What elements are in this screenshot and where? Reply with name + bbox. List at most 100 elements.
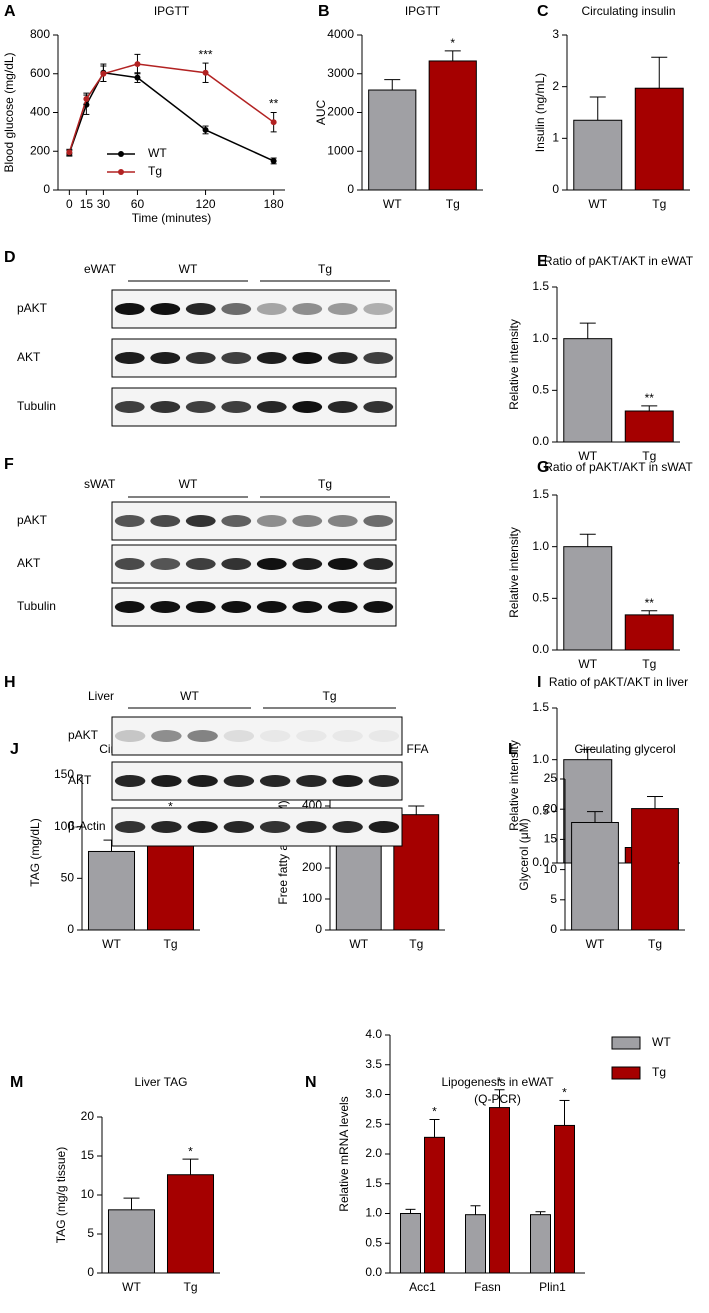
blot-band xyxy=(187,730,218,742)
group-label: WT xyxy=(179,477,198,491)
blot-band xyxy=(327,352,358,364)
row-label: pAKT xyxy=(17,513,48,527)
y-tick-label: 15 xyxy=(544,832,558,846)
y-tick-label: 1.0 xyxy=(532,752,549,766)
blot-band xyxy=(223,821,255,833)
blot-band xyxy=(151,775,182,787)
blot-band xyxy=(259,730,291,742)
y-tick-label: 4000 xyxy=(327,27,354,41)
chart-title: IPGTT xyxy=(154,4,190,18)
blot-band xyxy=(185,601,216,613)
y-tick-label: 100 xyxy=(302,891,322,905)
y-axis-label: Blood glucose (mg/dL) xyxy=(2,52,16,172)
legend-label: WT xyxy=(148,146,167,160)
group-label: WT xyxy=(179,262,198,276)
y-tick-label: 0 xyxy=(67,922,74,936)
bar xyxy=(624,410,674,443)
data-point xyxy=(202,69,209,76)
panel-letter: J xyxy=(10,741,19,758)
x-tick-label: WT xyxy=(578,449,597,463)
blot-band xyxy=(363,601,394,613)
panel-letter: B xyxy=(318,3,330,20)
y-axis-label: AUC xyxy=(314,100,328,126)
row-label: Tubulin xyxy=(17,599,56,613)
x-tick-label: WT xyxy=(588,197,607,211)
blot-band xyxy=(327,515,358,527)
y-tick-label: 1.5 xyxy=(532,279,549,293)
blot-band xyxy=(259,821,291,833)
row-label: β-Actin xyxy=(68,819,106,833)
blot-band xyxy=(363,558,394,570)
significance: * xyxy=(432,1105,437,1119)
blot-band xyxy=(221,515,252,527)
blot-band xyxy=(150,558,181,570)
tissue-label: eWAT xyxy=(84,262,117,276)
group-label: Tg xyxy=(318,262,332,276)
blot-band xyxy=(114,401,145,413)
blot-band xyxy=(368,730,400,742)
y-tick-label: 10 xyxy=(81,1187,95,1201)
series-line xyxy=(68,63,275,153)
blot-band xyxy=(150,601,181,613)
blot-band xyxy=(114,601,145,613)
bar xyxy=(563,546,613,651)
y-tick-label: 0 xyxy=(315,922,322,936)
x-tick-label: 30 xyxy=(97,197,111,211)
y-axis-label: TAG (mg/dL) xyxy=(28,818,42,886)
blot-band xyxy=(327,303,358,315)
y-tick-label: 3.5 xyxy=(365,1057,382,1071)
blot-band xyxy=(363,401,394,413)
blot-band xyxy=(150,515,181,527)
panel-letter: F xyxy=(4,456,14,473)
panel-letter: M xyxy=(10,1074,23,1091)
data-point xyxy=(270,119,277,126)
panel-letter: C xyxy=(537,3,549,20)
panel-letter: E xyxy=(537,253,548,270)
y-tick-label: 200 xyxy=(302,860,322,874)
y-tick-label: 0.0 xyxy=(532,434,549,448)
blot-band xyxy=(114,821,146,833)
panel-letter: A xyxy=(4,3,16,20)
bar xyxy=(400,1213,421,1274)
x-tick-label: Tg xyxy=(409,937,423,951)
blot-band xyxy=(292,558,323,570)
y-tick-label: 20 xyxy=(544,801,558,815)
y-tick-label: 2.5 xyxy=(365,1116,382,1130)
x-tick-label: Tg xyxy=(163,937,177,951)
blot-band xyxy=(292,601,323,613)
legend-swatch xyxy=(611,1066,641,1080)
x-tick-label: Acc1 xyxy=(409,1280,436,1294)
y-tick-label: 0 xyxy=(347,182,354,196)
chart-title: Ratio of pAKT/AKT in eWAT xyxy=(544,254,694,268)
blot-band xyxy=(256,352,287,364)
x-tick-label: Tg xyxy=(642,657,656,671)
y-tick-label: 0 xyxy=(552,182,559,196)
y-axis-label: Insulin (ng/mL) xyxy=(533,73,547,152)
blot-band xyxy=(114,352,145,364)
data-point xyxy=(202,126,209,133)
x-tick-label: WT xyxy=(578,657,597,671)
blot-band xyxy=(185,352,216,364)
x-tick-label: WT xyxy=(122,1280,141,1294)
data-point xyxy=(100,70,107,77)
blot-band xyxy=(368,821,400,833)
group-label: Tg xyxy=(322,689,336,703)
x-tick-label: Tg xyxy=(446,197,460,211)
blot-band xyxy=(332,730,363,742)
blot-band xyxy=(256,601,287,613)
y-axis-label: TAG (mg/g tissue) xyxy=(54,1147,68,1243)
significance: ** xyxy=(645,391,655,405)
blot-band xyxy=(114,775,146,787)
y-axis-label: Relative intensity xyxy=(507,319,521,410)
y-tick-label: 20 xyxy=(81,1109,95,1123)
blot-band xyxy=(185,515,216,527)
legend-label: Tg xyxy=(148,164,162,178)
blot-band xyxy=(187,775,218,787)
data-point xyxy=(83,95,90,102)
bar xyxy=(530,1214,551,1274)
chart-title: Liver TAG xyxy=(135,1075,188,1089)
panel-letter: D xyxy=(4,249,16,266)
blot-frame xyxy=(111,716,403,756)
y-tick-label: 5 xyxy=(550,892,557,906)
